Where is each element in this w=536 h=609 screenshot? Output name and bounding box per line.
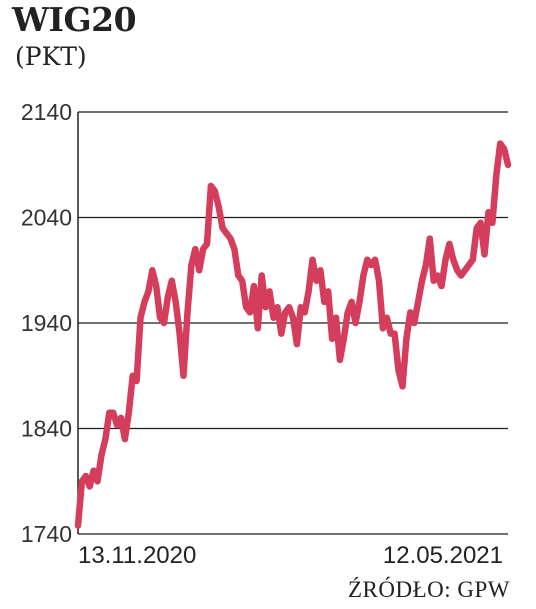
x-tick-label-start: 13.11.2020 bbox=[78, 542, 196, 569]
y-tick-label-1940: 1940 bbox=[21, 310, 72, 336]
y-axis-ticks: 1740 1840 1940 2040 2140 bbox=[21, 99, 72, 547]
y-tick-label-1740: 1740 bbox=[21, 521, 72, 547]
chart-title: WIG20 bbox=[12, 0, 137, 39]
y-tick-label-2140: 2140 bbox=[21, 99, 72, 125]
x-tick-label-end: 12.05.2021 bbox=[383, 542, 503, 569]
y-tick-label-2040: 2040 bbox=[21, 205, 72, 231]
series-line bbox=[74, 140, 512, 529]
unit-label: (PKT) bbox=[15, 42, 87, 71]
source-note: ŹRÓDŁO: GPW bbox=[347, 577, 510, 602]
y-tick-label-1840: 1840 bbox=[21, 416, 72, 442]
series-layer bbox=[74, 140, 512, 529]
x-axis-ticks: 13.11.2020 12.05.2021 bbox=[78, 542, 503, 569]
